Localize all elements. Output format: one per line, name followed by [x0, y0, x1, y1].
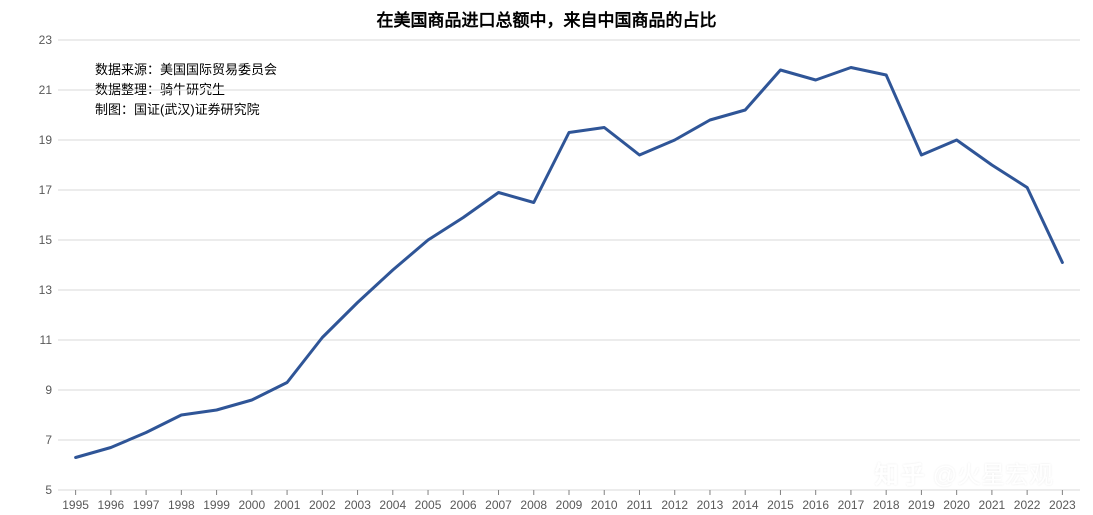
x-tick-label: 2012: [661, 498, 688, 512]
x-tick-label: 2020: [943, 498, 970, 512]
x-tick-label: 1996: [98, 498, 125, 512]
x-tick-label: 2015: [767, 498, 794, 512]
x-tick-label: 2010: [591, 498, 618, 512]
x-tick-label: 2017: [838, 498, 865, 512]
x-tick-label: 2005: [415, 498, 442, 512]
y-tick-label: 9: [28, 383, 52, 397]
zhihu-logo-icon: 知乎: [875, 455, 927, 490]
x-tick-label: 2001: [274, 498, 301, 512]
x-tick-label: 2003: [344, 498, 371, 512]
x-tick-label: 2009: [556, 498, 583, 512]
x-tick-label: 2022: [1014, 498, 1041, 512]
x-tick-label: 1998: [168, 498, 195, 512]
watermark-handle: @火星宏观: [933, 455, 1053, 490]
x-tick-label: 2013: [697, 498, 724, 512]
x-tick-label: 2019: [908, 498, 935, 512]
x-tick-label: 1997: [133, 498, 160, 512]
y-tick-label: 17: [28, 183, 52, 197]
y-tick-label: 13: [28, 283, 52, 297]
y-tick-label: 19: [28, 133, 52, 147]
plot-area: [0, 0, 1093, 515]
y-tick-label: 11: [28, 333, 52, 347]
x-tick-label: 2016: [802, 498, 829, 512]
x-tick-label: 2000: [238, 498, 265, 512]
y-tick-label: 15: [28, 233, 52, 247]
x-tick-label: 2014: [732, 498, 759, 512]
y-tick-label: 7: [28, 433, 52, 447]
x-tick-label: 2007: [485, 498, 512, 512]
y-tick-label: 23: [28, 33, 52, 47]
x-tick-label: 1995: [62, 498, 89, 512]
x-tick-label: 1999: [203, 498, 230, 512]
x-tick-label: 2008: [520, 498, 547, 512]
y-tick-label: 5: [28, 483, 52, 497]
x-tick-label: 2023: [1049, 498, 1076, 512]
x-tick-label: 2006: [450, 498, 477, 512]
y-tick-label: 21: [28, 83, 52, 97]
x-tick-label: 2004: [379, 498, 406, 512]
x-tick-label: 2021: [979, 498, 1006, 512]
chart-container: 在美国商品进口总额中，来自中国商品的占比 数据来源：美国国际贸易委员会数据整理：…: [0, 0, 1093, 515]
x-tick-label: 2002: [309, 498, 336, 512]
x-tick-label: 2018: [873, 498, 900, 512]
watermark: 知乎 @火星宏观: [875, 455, 1053, 490]
x-tick-label: 2011: [627, 498, 653, 512]
data-line: [76, 68, 1063, 458]
